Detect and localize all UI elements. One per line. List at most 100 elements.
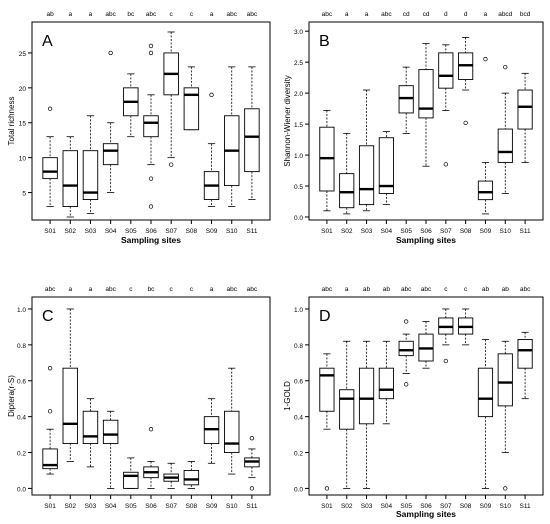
x-tick-label: S05 xyxy=(125,503,137,510)
box-s06 xyxy=(143,427,159,489)
box-s07 xyxy=(163,31,179,167)
y-tick-label: 15 xyxy=(19,121,27,128)
box-s02 xyxy=(339,340,355,489)
y-tick-label: 0.5 xyxy=(294,184,303,191)
box-iqr xyxy=(398,340,414,357)
y-tick-label: 20 xyxy=(19,86,27,93)
box-iqr xyxy=(319,367,335,412)
box-s05 xyxy=(123,457,139,489)
outlier-point xyxy=(209,92,214,97)
x-axis-label: Sampling sites xyxy=(396,235,456,245)
x-tick-label: S06 xyxy=(420,228,432,235)
box-s02 xyxy=(62,308,78,462)
box-iqr xyxy=(477,180,494,201)
box-s02 xyxy=(62,136,78,218)
panel-b: B 0.0 0.5 1.0 1.5 2.0 2.5 3.0 Shannon-Wiener div… xyxy=(283,11,544,245)
significance-letter: a xyxy=(210,286,214,293)
outlier-point xyxy=(148,176,154,181)
x-tick-label: S10 xyxy=(226,503,238,510)
box-s01 xyxy=(319,110,335,212)
box-s04 xyxy=(102,50,119,193)
y-tick-label: 2.5 xyxy=(294,60,303,67)
box-iqr xyxy=(82,410,99,445)
box-s05 xyxy=(398,319,414,387)
x-tick-label: S05 xyxy=(400,228,412,235)
box-s07 xyxy=(438,44,454,167)
y-tick-label: 1.0 xyxy=(294,153,303,160)
y-tick-label: 0.4 xyxy=(294,415,303,422)
box-s04 xyxy=(378,340,394,425)
x-tick-label: S04 xyxy=(381,228,393,235)
y-tick-label: 1.0 xyxy=(294,307,303,314)
box-s06 xyxy=(418,321,434,369)
box-s10 xyxy=(224,367,240,475)
x-tick-label: S09 xyxy=(206,228,218,235)
y-tick-label: 0.2 xyxy=(294,451,303,458)
box-s10 xyxy=(497,340,513,491)
significance-letter: ab xyxy=(482,286,490,293)
box-s03 xyxy=(82,115,99,214)
significance-letter: abc xyxy=(520,286,531,293)
box-s03 xyxy=(358,340,375,489)
significance-letter: d xyxy=(464,11,468,18)
box-iqr xyxy=(358,367,375,425)
significance-letter: c xyxy=(190,11,194,18)
box-iqr xyxy=(477,367,494,418)
x-tick-label: S09 xyxy=(480,228,492,235)
x-tick-label: S08 xyxy=(460,503,472,510)
box-iqr xyxy=(378,137,394,194)
x-tick-label: S09 xyxy=(480,503,492,510)
box-iqr xyxy=(398,85,414,114)
outlier-point xyxy=(503,486,508,491)
y-tick-label: 2.0 xyxy=(294,91,303,98)
outlier-point xyxy=(148,204,154,209)
box-s07 xyxy=(163,462,179,489)
significance-letter: c xyxy=(464,286,468,293)
significance-letter: c xyxy=(170,11,174,18)
x-tick-label: S07 xyxy=(440,228,452,235)
x-tick-label: S06 xyxy=(145,228,157,235)
x-tick-label: S11 xyxy=(246,503,257,510)
x-tick-label: S04 xyxy=(105,228,117,235)
box-iqr xyxy=(183,87,200,131)
x-tick-label: S02 xyxy=(341,503,353,510)
x-tick-label: S04 xyxy=(381,503,393,510)
box-iqr xyxy=(244,108,260,173)
x-tick-label: S01 xyxy=(321,503,333,510)
outlier-point xyxy=(443,358,448,364)
x-tick-label: S08 xyxy=(460,228,472,235)
outlier-point xyxy=(47,106,53,111)
significance-letter: abc xyxy=(226,11,237,18)
significance-letter: ab xyxy=(383,286,391,293)
x-tick-label: S08 xyxy=(186,228,198,235)
y-tick-label: 0.2 xyxy=(17,451,26,458)
outlier-point xyxy=(249,486,255,491)
panel-letter: B xyxy=(319,33,330,50)
x-tick-label: S07 xyxy=(440,503,452,510)
x-tick-label: S03 xyxy=(85,503,97,510)
outlier-point xyxy=(249,436,255,441)
box-iqr xyxy=(42,448,58,470)
box-iqr xyxy=(42,157,58,180)
outlier-point xyxy=(47,409,53,414)
y-tick-label: 10 xyxy=(19,156,27,163)
x-tick-label: S02 xyxy=(341,228,353,235)
x-tick-label: S07 xyxy=(165,503,177,510)
box-s06 xyxy=(143,43,159,209)
significance-letter: abc xyxy=(401,286,412,293)
significance-letter: ab xyxy=(46,11,54,18)
box-s03 xyxy=(82,398,99,468)
x-tick-label: S04 xyxy=(105,503,117,510)
y-tick-label: 0.6 xyxy=(294,379,303,386)
y-tick-label: 5 xyxy=(22,191,26,198)
significance-letter: c xyxy=(170,286,174,293)
box-iqr xyxy=(143,115,159,138)
outlier-point xyxy=(404,319,409,324)
box-s06 xyxy=(418,43,434,167)
box-iqr xyxy=(62,150,78,207)
outlier-point xyxy=(148,50,154,56)
outlier-point xyxy=(503,64,508,70)
